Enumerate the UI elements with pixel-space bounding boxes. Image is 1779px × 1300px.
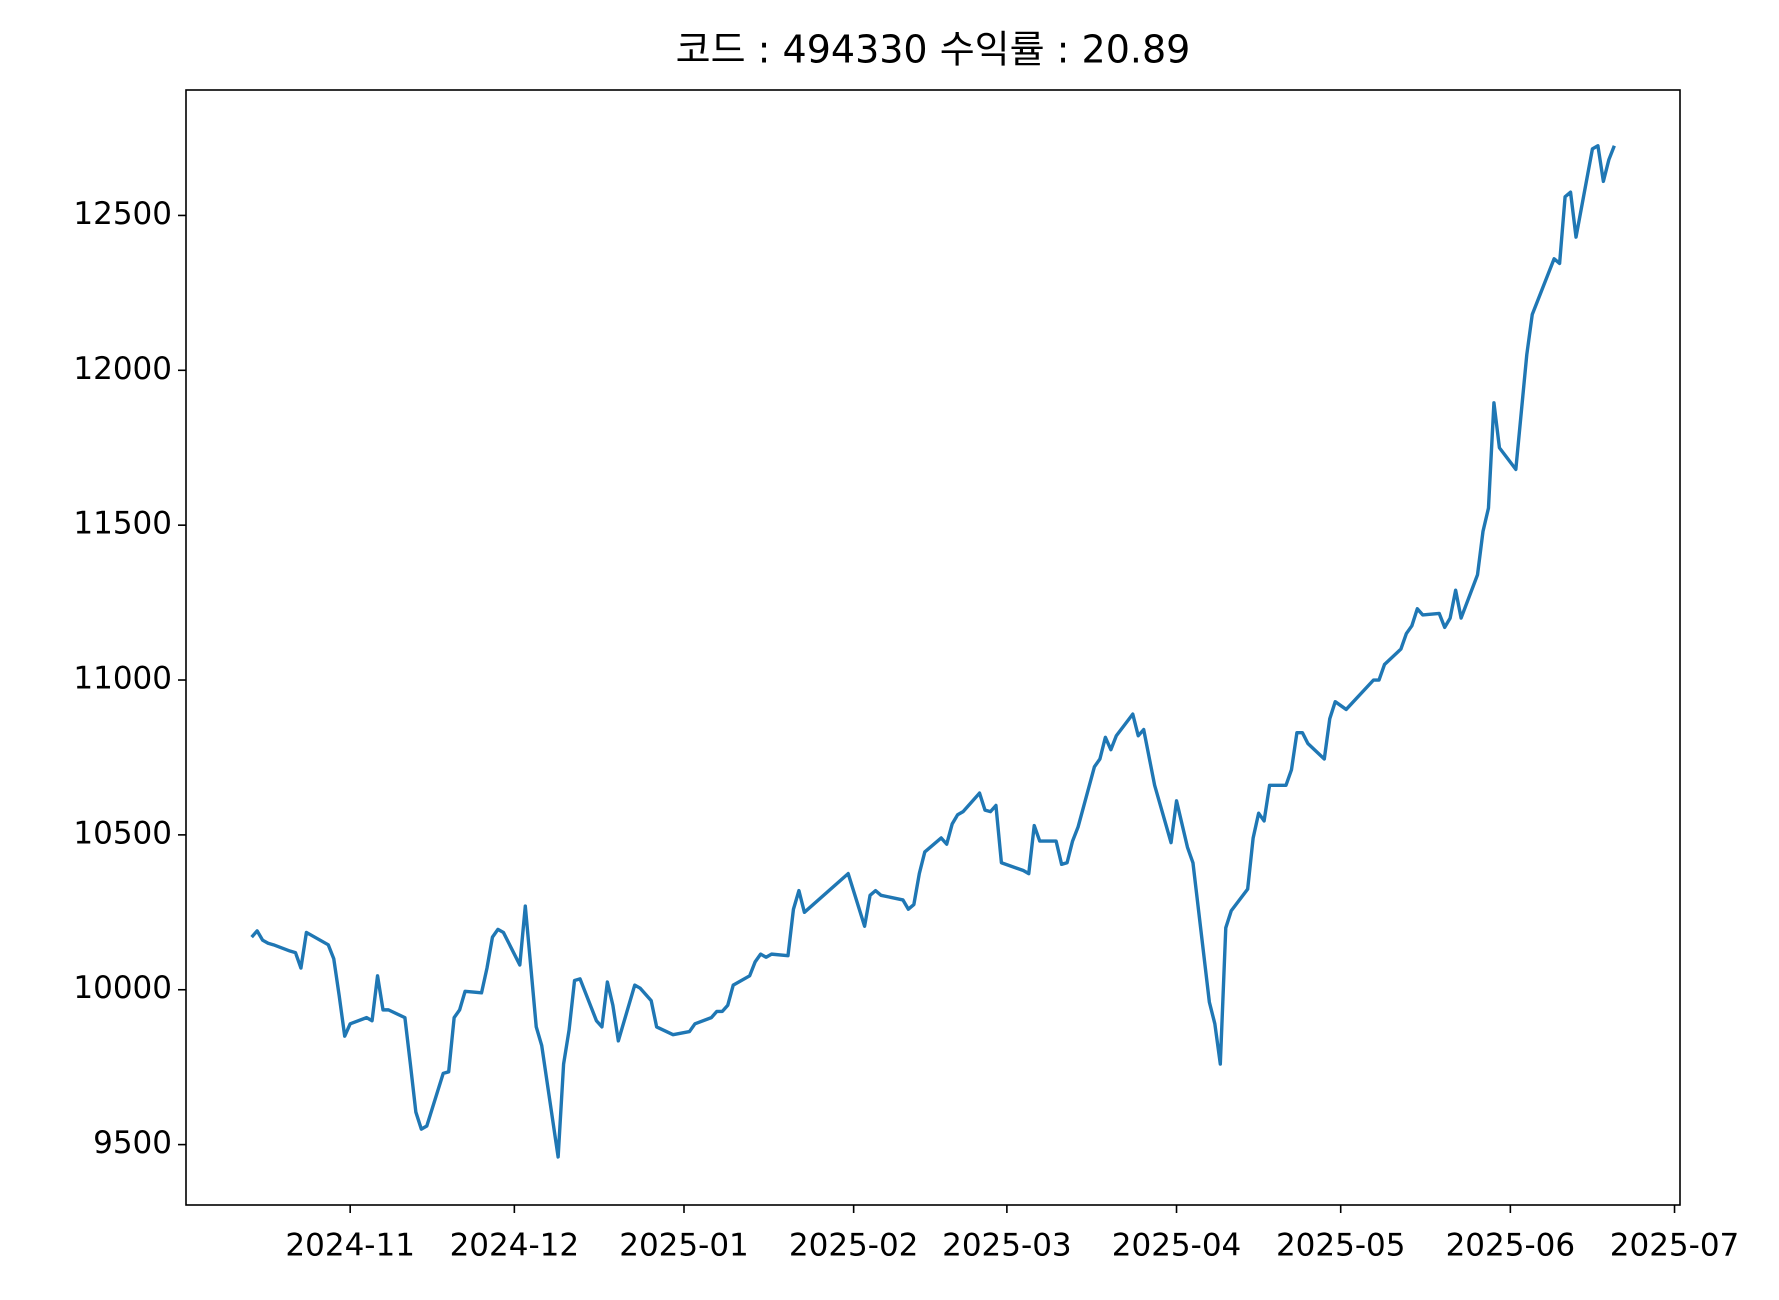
- x-tick-label: 2025-02: [789, 1228, 919, 1264]
- y-tick-label: 12500: [73, 196, 172, 232]
- chart-title: 코드 : 494330 수익률 : 20.89: [676, 28, 1191, 72]
- x-tick-label: 2025-03: [942, 1228, 1072, 1264]
- x-tick-label: 2024-11: [285, 1228, 415, 1264]
- x-tick-label: 2025-07: [1610, 1228, 1740, 1264]
- x-tick-label: 2025-06: [1446, 1228, 1576, 1264]
- x-tick-label: 2025-04: [1112, 1228, 1242, 1264]
- y-tick-label: 10000: [73, 970, 172, 1006]
- y-tick-label: 11500: [73, 506, 172, 542]
- x-tick-label: 2025-05: [1276, 1228, 1406, 1264]
- y-tick-label: 12000: [73, 351, 172, 387]
- plot-frame: [185, 89, 1681, 1206]
- y-tick-label: 11000: [73, 661, 172, 697]
- x-tick-label: 2025-01: [619, 1228, 749, 1264]
- y-tick-label: 10500: [73, 815, 172, 851]
- y-tick-label: 9500: [93, 1125, 172, 1161]
- data-line: [250, 144, 1616, 1159]
- x-tick-label: 2024-12: [450, 1228, 580, 1264]
